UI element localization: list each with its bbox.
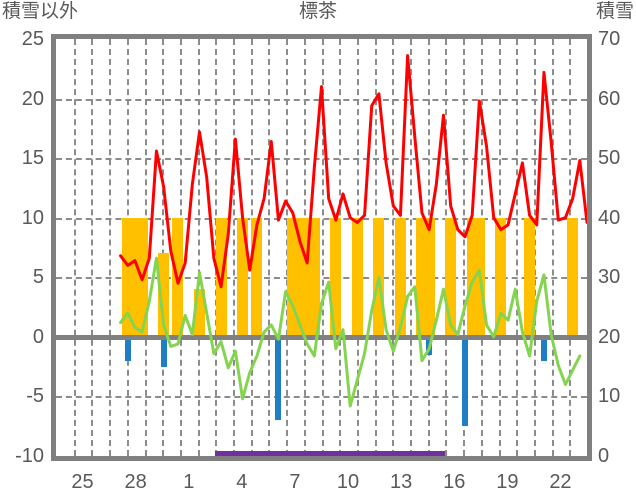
y-axis-right-tick-label: 0 — [598, 445, 610, 467]
temperature-lines — [119, 54, 587, 408]
snow-depth-bar — [308, 217, 320, 337]
x-axis-tick-label: 19 — [496, 471, 519, 493]
y-axis-left-tick-label: 25 — [21, 28, 44, 50]
snow-depth-bar — [294, 217, 306, 337]
snow-depth-bar — [495, 217, 507, 337]
y-axis-left-tick-label: -10 — [15, 445, 44, 467]
snow-depth-bar — [466, 217, 478, 337]
snow-depth-bar — [301, 217, 313, 337]
snow-depth-spike — [377, 277, 381, 337]
grid-line-vertical — [233, 39, 235, 456]
x-axis-tick-label: 16 — [443, 471, 466, 493]
grid-line-vertical — [286, 39, 288, 456]
snow-depth-bar — [129, 217, 141, 337]
min-temperature-line — [119, 256, 582, 408]
y-axis-right-tick-label: 20 — [598, 325, 621, 348]
snow-depth-bar — [394, 217, 406, 337]
chart-title: 標茶 — [298, 1, 337, 22]
snow-depth-spike — [162, 277, 166, 337]
x-axis-tick-label: 10 — [336, 471, 360, 493]
y-axis-right-tick-label: 10 — [598, 385, 621, 408]
y-axis-left-tick-label: 5 — [32, 266, 44, 289]
snow-depth-bar — [330, 217, 342, 337]
grid-line-horizontal — [56, 158, 587, 160]
grid-line-vertical — [410, 39, 412, 456]
snow-depth-bar — [351, 217, 363, 337]
snow-depth-bar — [524, 217, 536, 337]
grid-line-vertical — [322, 39, 324, 456]
snowfall-bar — [275, 336, 282, 421]
y-axis-right-tick-label: 70 — [598, 28, 621, 50]
grid-line-vertical — [552, 39, 554, 456]
y-axis-left-tick-label: 15 — [21, 147, 44, 170]
grid-line-horizontal — [56, 396, 587, 398]
snow-depth-bar — [237, 217, 249, 337]
grid-line-vertical — [74, 39, 76, 456]
snow-depth-spike — [477, 289, 481, 337]
grid-line-horizontal — [56, 277, 587, 279]
x-axis-tick-label: 7 — [289, 471, 301, 493]
snowfall-bar — [124, 336, 131, 361]
snow-depth-bar — [567, 217, 579, 337]
snow-depth-spike — [241, 277, 245, 337]
y-axis-left-tick-label: 10 — [21, 206, 44, 229]
y-axis-left-tick-label: 20 — [21, 87, 44, 110]
snow-depth-bar — [416, 217, 428, 337]
snow-depth-spike — [427, 313, 431, 337]
snow-depth-spike — [219, 253, 223, 337]
zero-baseline — [56, 334, 587, 340]
snowfall-bar — [160, 336, 167, 367]
snow-depth-bar — [122, 217, 134, 337]
snow-depth-bar — [251, 217, 263, 337]
snow-depth-bar — [287, 217, 299, 337]
grid-line-vertical — [162, 39, 164, 456]
snow-depth-bar — [445, 217, 457, 337]
snow-depth-spike — [198, 301, 201, 337]
snow-cover-period-marker — [215, 451, 446, 456]
snow-depth-spike — [312, 289, 316, 337]
snowfall-bar — [462, 336, 469, 427]
max-temperature-line — [119, 54, 587, 289]
grid-line-vertical — [91, 39, 93, 456]
y-axis-left-tick-label: 0 — [32, 325, 44, 348]
x-axis-tick-label: 1 — [183, 471, 195, 493]
grid-line-vertical — [198, 39, 200, 456]
x-axis-tick-label: 13 — [390, 471, 413, 493]
y-axis-left-tick-label: -5 — [26, 385, 44, 408]
y-axis-right-tick-label: 40 — [598, 206, 621, 229]
x-axis-tick-label: 22 — [549, 471, 572, 493]
grid-line-vertical — [516, 39, 518, 456]
grid-line-vertical — [109, 39, 111, 456]
x-axis-tick-label: 25 — [71, 471, 94, 493]
left-axis-title: 積雪以外 — [2, 1, 79, 22]
snow-depth-bar — [423, 217, 435, 337]
x-axis-tick-label: 4 — [236, 471, 248, 493]
grid-line-horizontal — [56, 218, 587, 220]
grid-line-vertical — [392, 39, 394, 456]
snowfall-bar — [540, 336, 547, 361]
plot-area — [56, 39, 587, 456]
y-axis-right-tick-label: 30 — [598, 266, 621, 289]
y-axis-right-tick-label: 50 — [598, 147, 621, 170]
right-axis-title: 積雪 — [595, 1, 634, 22]
y-axis-right-tick-label: 60 — [598, 87, 621, 110]
grid-line-vertical — [268, 39, 270, 456]
x-axis-tick-label: 28 — [124, 471, 147, 493]
grid-line-vertical — [463, 39, 465, 456]
